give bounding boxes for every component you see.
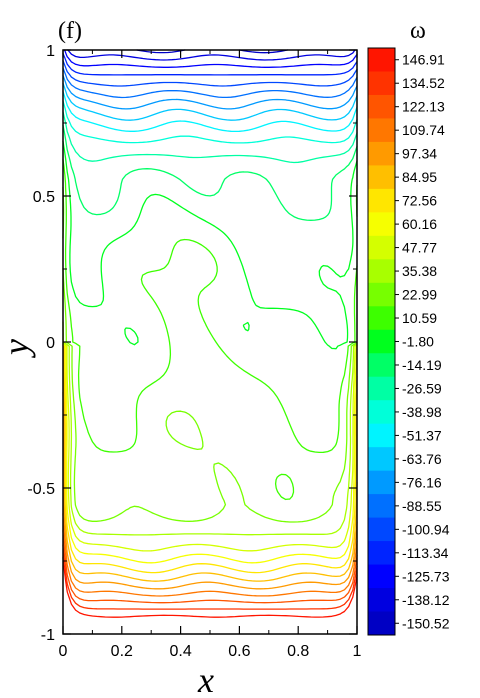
x-tick-label: 1 xyxy=(353,643,362,660)
colorbar-label: -38.98 xyxy=(402,404,442,420)
contour-lines xyxy=(62,49,358,618)
colorbar-swatch xyxy=(368,282,395,307)
x-tick-label: 0.4 xyxy=(169,643,191,660)
colorbar-label: 60.16 xyxy=(402,216,437,232)
colorbar-label: -150.52 xyxy=(402,615,450,631)
colorbar-swatch xyxy=(368,447,395,472)
contour-line-level-23 xyxy=(67,49,356,61)
colorbar-label: 22.99 xyxy=(402,287,437,303)
colorbar-swatch xyxy=(368,118,395,143)
colorbar-swatch xyxy=(368,564,395,589)
colorbar-label: -125.73 xyxy=(402,568,450,584)
contour-line-level-15 xyxy=(62,100,358,144)
colorbar-swatch xyxy=(368,611,395,636)
colorbar-swatch xyxy=(368,188,395,213)
contour-line-level-13 xyxy=(62,124,358,221)
colorbar-label: 134.52 xyxy=(402,75,445,91)
colorbar-swatch xyxy=(368,494,395,519)
contour-line-level-9 xyxy=(62,321,358,536)
colorbar-swatch xyxy=(368,588,395,613)
colorbar-swatch xyxy=(368,48,395,72)
colorbar-label: -26.59 xyxy=(402,380,442,396)
contour-line-level-11 xyxy=(62,159,358,501)
contour-line-level-7 xyxy=(62,343,358,564)
colorbar-label: 10.59 xyxy=(402,310,437,326)
contour-line-level-16 xyxy=(62,91,358,133)
x-tick-label: 0.6 xyxy=(228,643,250,660)
y-tick-label: 1 xyxy=(46,43,55,60)
contour-line-level-10 xyxy=(62,186,358,523)
colorbar-label: 47.77 xyxy=(402,240,437,256)
colorbar-label: 146.91 xyxy=(402,52,445,68)
contour-line-level-2 xyxy=(62,530,358,604)
contour-line-level-6 xyxy=(62,344,358,574)
y-tick-label: -1 xyxy=(41,627,55,644)
contour-line-level-19 xyxy=(62,67,358,99)
colorbar-label: 122.13 xyxy=(402,99,445,115)
colorbar-swatch xyxy=(368,541,395,566)
colorbar-label: -88.55 xyxy=(402,498,442,514)
colorbar-swatch xyxy=(368,517,395,542)
colorbar-swatch xyxy=(368,212,395,237)
x-tick-label: 0.2 xyxy=(111,643,133,660)
colorbar: 146.91 134.52 122.13 109.74 97.34 84.95 72.56 6… xyxy=(367,47,450,636)
colorbar-title: ω xyxy=(410,18,426,44)
colorbar-swatch xyxy=(368,94,395,119)
contour-line-level-18 xyxy=(62,74,358,110)
contour-line-level-12 xyxy=(62,140,358,350)
colorbar-label: -100.94 xyxy=(402,521,450,537)
colorbar-swatch xyxy=(368,165,395,190)
y-tick-label: 0 xyxy=(46,335,55,352)
colorbar-swatch xyxy=(368,470,395,495)
colorbar-swatch xyxy=(368,423,395,448)
colorbar-label: -14.19 xyxy=(402,357,442,373)
colorbar-label: 72.56 xyxy=(402,193,437,209)
y-tick-label: 0.5 xyxy=(33,189,55,206)
colorbar-label: -138.12 xyxy=(402,592,450,608)
colorbar-swatch xyxy=(368,353,395,378)
contour-line-level-22 xyxy=(63,49,358,68)
contour-line-level-21 xyxy=(62,52,358,76)
contour-line-level-20 xyxy=(62,59,358,87)
panel-label: (f) xyxy=(58,18,82,44)
y-tick-label: -0.5 xyxy=(27,481,55,498)
colorbar-label: 109.74 xyxy=(402,122,445,138)
colorbar-swatch xyxy=(368,400,395,425)
colorbar-swatch xyxy=(368,259,395,284)
colorbar-swatch xyxy=(368,329,395,354)
colorbar-label: 84.95 xyxy=(402,169,437,185)
x-axis-label: x xyxy=(197,660,214,698)
contour-line-level-3 xyxy=(62,513,358,597)
colorbar-label: -113.34 xyxy=(402,545,449,561)
contour-line-level-14 xyxy=(62,111,358,164)
contour-line-level-8 xyxy=(62,342,358,552)
contour-line-level-1 xyxy=(62,544,358,610)
colorbar-label: -1.80 xyxy=(402,334,434,350)
colorbar-swatch xyxy=(368,235,395,260)
colorbar-label: 97.34 xyxy=(402,146,437,162)
colorbar-swatch xyxy=(368,376,395,401)
x-tick-label: 0 xyxy=(59,643,68,660)
x-tick-label: 0.8 xyxy=(287,643,309,660)
colorbar-swatch xyxy=(368,306,395,331)
colorbar-label: -51.37 xyxy=(402,427,442,443)
colorbar-label: 35.38 xyxy=(402,263,437,279)
plot-area xyxy=(63,50,357,634)
y-axis-label: y xyxy=(0,339,36,358)
colorbar-label: -76.16 xyxy=(402,474,442,490)
colorbar-swatch xyxy=(368,71,395,96)
axis-ticks: 0 0.2 0.4 0.6 0.8 1 -1 -0.5 0 0.5 1 xyxy=(27,43,361,660)
contour-line-level-17 xyxy=(62,82,358,121)
colorbar-swatch xyxy=(368,141,395,166)
contour-line-level-0 xyxy=(62,557,358,618)
colorbar-label: -63.76 xyxy=(402,451,442,467)
